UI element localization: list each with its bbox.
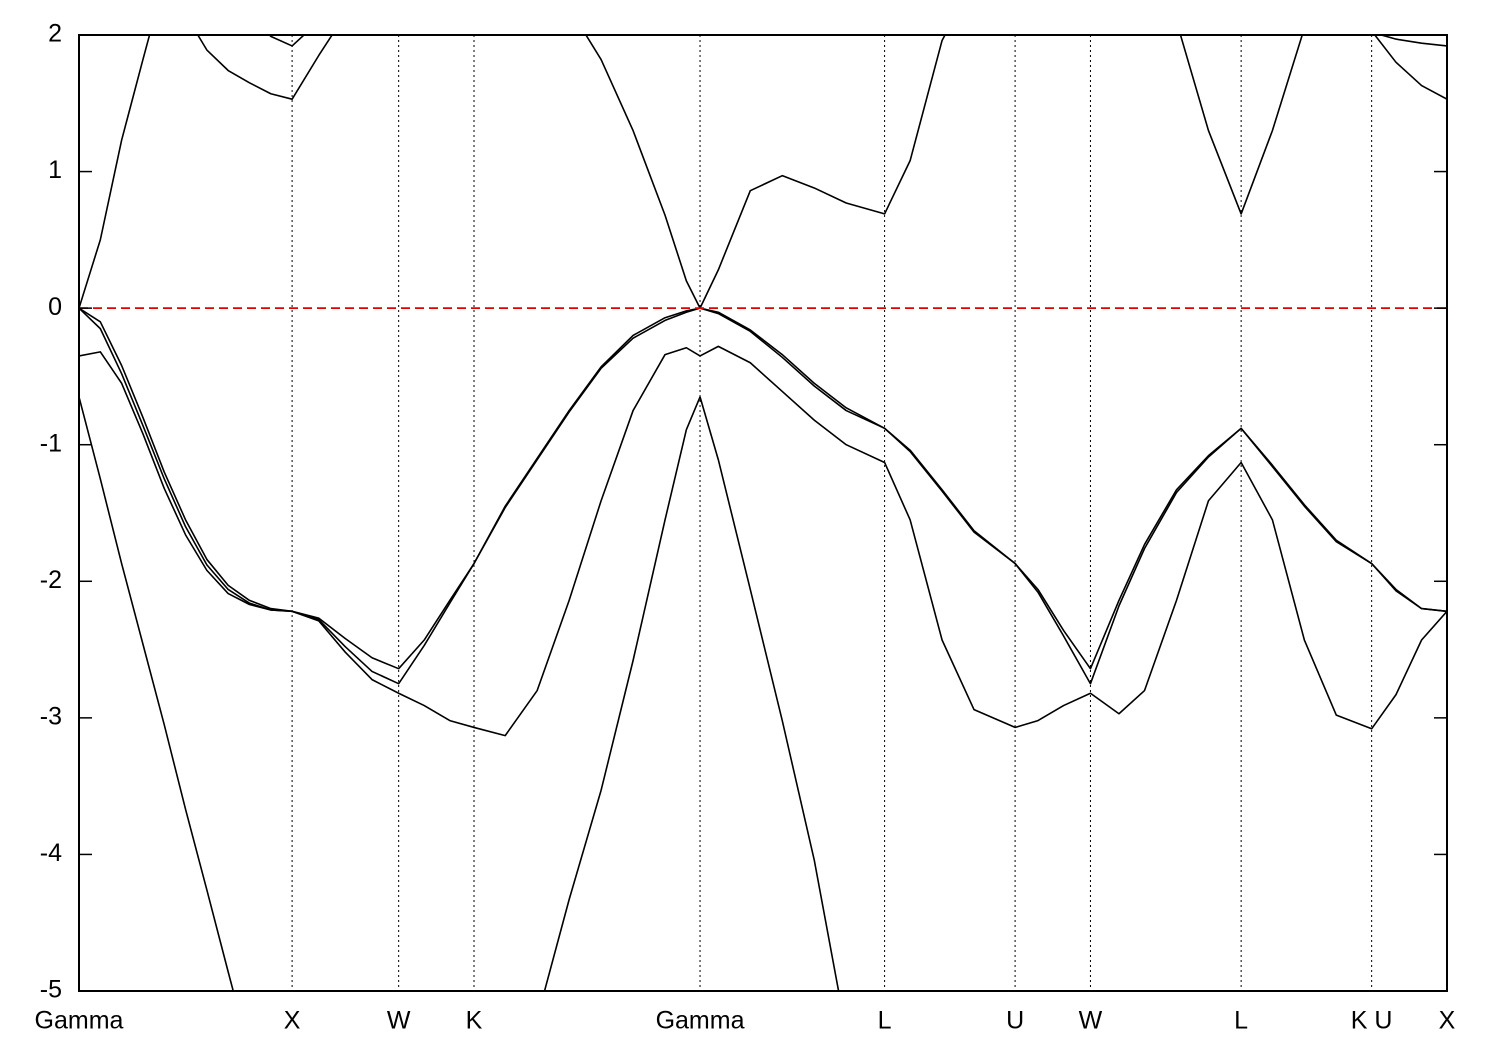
label-layer: -5 -4 -3 -2 -1 0 1 2 Gamma X W K Gamma L U W L K U X [35, 20, 1456, 1035]
x-tick-label: X [1439, 1007, 1456, 1035]
x-tick-label: L [1234, 1007, 1248, 1035]
band-line [79, 396, 840, 991]
band-line [79, 345, 1447, 737]
plot-area [79, 35, 1447, 991]
x-tick-label: W [1079, 1007, 1103, 1035]
y-tick-label: -2 [40, 566, 62, 594]
band-line [79, 35, 1447, 309]
y-tick-label: -4 [40, 839, 62, 867]
band-line [268, 35, 1447, 47]
grid-layer [78, 35, 1448, 991]
y-tick-label: -5 [40, 976, 62, 1004]
x-tick-label: Gamma [656, 1007, 745, 1035]
y-tick-label: 2 [48, 20, 62, 48]
x-tick-label: W [387, 1007, 411, 1035]
x-tick-label: K U [1351, 1007, 1393, 1035]
y-tick-label: -1 [40, 429, 62, 457]
band-line [79, 307, 1447, 685]
y-tick-label: 0 [48, 293, 62, 321]
x-tick-label: X [284, 1007, 301, 1035]
x-tick-label: Gamma [35, 1007, 124, 1035]
x-tick-label: U [1006, 1007, 1024, 1035]
plot-frame [78, 34, 1448, 992]
x-tick-label: K [466, 1007, 483, 1035]
y-tick-label: -3 [40, 702, 62, 730]
band-line [79, 307, 1447, 670]
x-tick-label: L [878, 1007, 892, 1035]
y-tick-label: 1 [48, 156, 62, 184]
